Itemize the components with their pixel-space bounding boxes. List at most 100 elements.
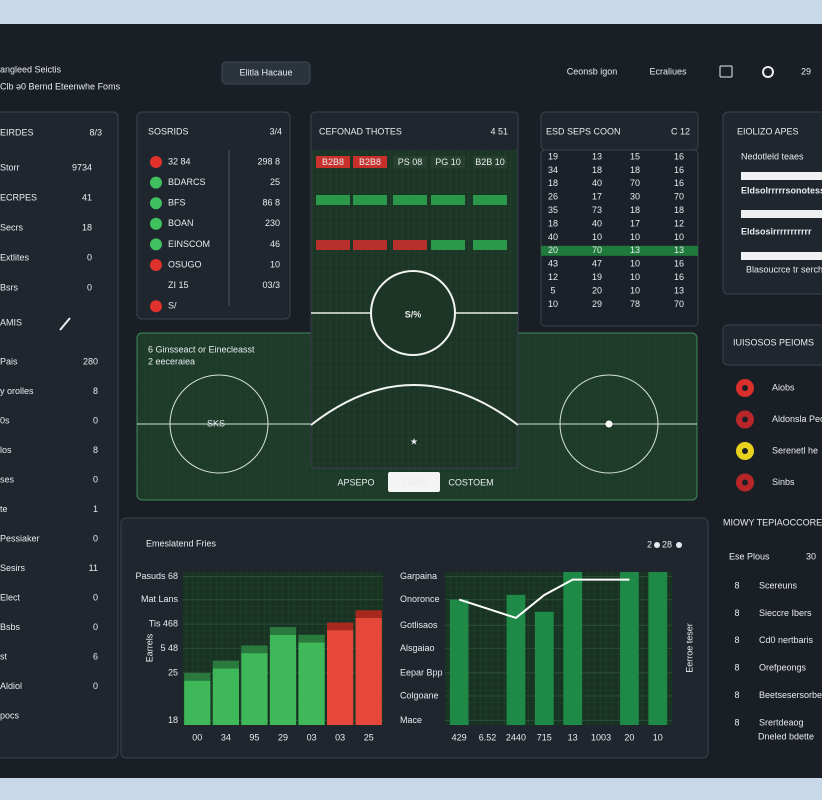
row-value: 1	[93, 504, 98, 514]
row-label: Sesirs	[0, 563, 26, 573]
bar	[184, 680, 211, 725]
icon[interactable]	[762, 66, 774, 78]
item-label: Dneled bdette	[758, 731, 814, 741]
button[interactable]	[388, 472, 440, 492]
button-label[interactable]: EGSS	[401, 477, 426, 487]
row-label: EINSCOM	[168, 239, 210, 249]
badge: 8/3	[89, 127, 102, 137]
chip	[473, 195, 507, 205]
chart-title: Emeslatend Fries	[146, 538, 217, 548]
chip	[393, 240, 427, 250]
item-label: Srertdeaog	[759, 717, 804, 727]
row-value: 0	[93, 415, 98, 425]
item-label: Scereuns	[759, 580, 798, 590]
y-tick-label: Eepar Bpp	[400, 667, 443, 677]
chip	[353, 156, 387, 168]
bar	[563, 572, 583, 725]
row-value: 0	[93, 474, 98, 484]
headline-value: 30	[806, 551, 816, 561]
item-num: 8	[734, 608, 739, 618]
x-tick-label: 20	[624, 732, 634, 742]
cell: 5	[550, 285, 555, 295]
row-value: 280	[83, 356, 98, 366]
panel-title: EIOLIZO APES	[737, 126, 799, 136]
bar	[212, 660, 239, 669]
cell: 17	[592, 192, 602, 202]
nav-link[interactable]: 29	[801, 66, 811, 76]
cell: 12	[548, 272, 558, 282]
cell: 18	[592, 165, 602, 175]
badge: 4 51	[490, 126, 508, 136]
row-label: te	[0, 504, 8, 514]
nav-link[interactable]: Ecraliues	[649, 66, 687, 76]
chip-label: PS 08	[398, 157, 423, 167]
ball	[605, 420, 613, 428]
row-label: Bsrs	[0, 282, 19, 292]
button-label[interactable]: APSEPO	[337, 477, 374, 487]
item-label: Beetsesersorber	[759, 690, 822, 700]
status-dot	[150, 238, 162, 251]
item-label: Cd0 nertbaris	[759, 635, 814, 645]
bar	[449, 599, 469, 725]
cell: 10	[630, 285, 640, 295]
bar	[184, 672, 211, 681]
x-tick-label: 715	[537, 732, 552, 742]
y-tick-label: Alsgaiao	[400, 643, 435, 653]
row-value: 9734	[72, 162, 92, 172]
cell: 10	[548, 299, 558, 309]
bar	[506, 594, 526, 725]
item-icon-core	[742, 416, 748, 423]
bar	[269, 634, 297, 725]
bar	[648, 572, 668, 725]
y-tick-label: Garpaina	[400, 571, 437, 581]
y-tick-label: 5 48	[160, 643, 178, 653]
cell: 29	[592, 299, 602, 309]
circle	[559, 374, 659, 474]
x-tick-label: 13	[568, 732, 578, 742]
bar-track	[741, 172, 822, 180]
cell: 70	[674, 299, 684, 309]
button-label[interactable]: COSTOEM	[448, 477, 493, 487]
bar	[327, 622, 354, 631]
bar	[620, 572, 639, 725]
chip	[473, 156, 507, 168]
row-label: OSUGO	[168, 259, 202, 269]
icon[interactable]	[719, 65, 733, 78]
side-footer: Blasoucrce tr serch	[746, 264, 822, 274]
tab[interactable]	[221, 61, 311, 85]
y-tick-label: Tis 468	[149, 618, 178, 628]
panel-title: SOSRIDS	[148, 126, 189, 136]
x-tick-label: 00	[192, 732, 202, 742]
bar	[298, 642, 325, 725]
cell: 13	[630, 245, 640, 255]
row-value: 230	[265, 218, 280, 228]
row-label: Pessiaker	[0, 533, 40, 543]
x-tick-label: 25	[364, 732, 374, 742]
cell: 16	[674, 151, 684, 161]
cell: 19	[592, 272, 602, 282]
bar	[327, 630, 354, 725]
cell: 20	[592, 285, 602, 295]
cell: 47	[592, 259, 602, 269]
chip	[316, 156, 350, 168]
row-label: pocs	[0, 710, 20, 720]
panel-title: IUISOSOS PEIOMS	[733, 337, 814, 347]
table-panel	[540, 149, 699, 327]
legend-label: 2	[647, 539, 652, 549]
nav-link[interactable]: Ceonsb igon	[567, 66, 618, 76]
row-label: 32 84	[168, 156, 191, 166]
side-list-head	[722, 324, 822, 366]
x-tick-label: 29	[278, 732, 288, 742]
tab-label[interactable]: Elitla Hacaue	[239, 67, 292, 77]
row-value: 0	[93, 622, 98, 632]
cell: 10	[592, 232, 602, 242]
panel-title: MIOWY TEPIAOCCORE	[723, 517, 822, 527]
chip-label: B2B8	[322, 157, 344, 167]
badge: 3/4	[269, 126, 282, 136]
left-panel	[0, 111, 119, 759]
row-label: los	[0, 445, 12, 455]
y-tick-label: 18	[168, 715, 178, 725]
row-value: 11	[89, 563, 98, 573]
panel-subtitle: Nedotleld teaes	[741, 151, 804, 161]
cell: 18	[674, 205, 684, 215]
